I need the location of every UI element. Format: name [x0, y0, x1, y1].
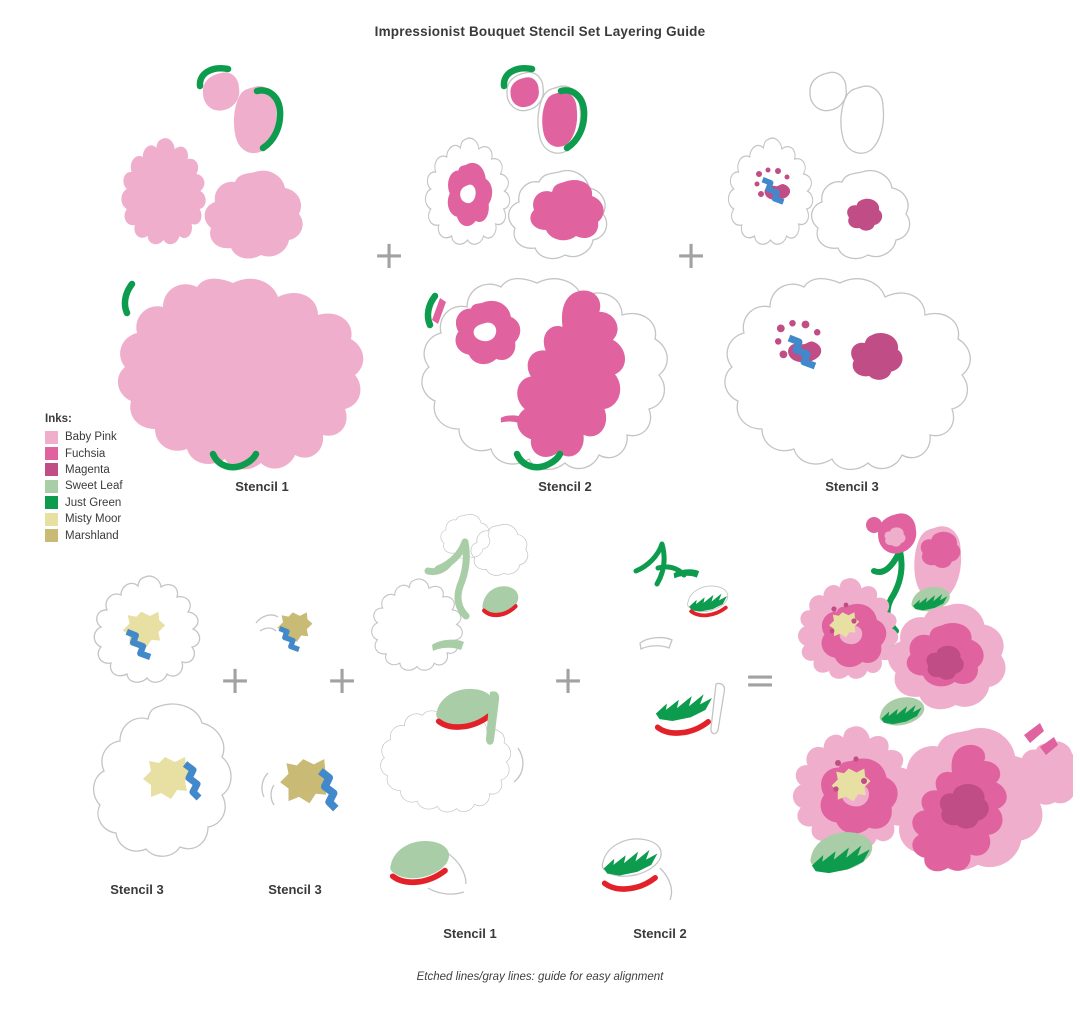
stencil-1-foliage-label: Stencil 1	[443, 926, 497, 941]
ink-name: Misty Moor	[65, 513, 122, 526]
ink-swatch	[45, 430, 58, 444]
leaf-details	[601, 585, 729, 901]
legend-item: Marshland	[45, 527, 123, 543]
legend-item: Baby Pink	[45, 429, 123, 445]
ink-legend: Inks: Baby Pink Fuchsia Magenta Sweet Le…	[45, 413, 123, 544]
etched-outlines	[724, 71, 971, 471]
plus-operator: +	[326, 658, 358, 702]
plus-operator: +	[219, 658, 251, 702]
page-title: Impressionist Bouquet Stencil Set Layeri…	[374, 24, 706, 39]
ink-name: Marshland	[65, 529, 119, 542]
stencil-3-small-detail-artwork	[255, 612, 345, 820]
right-middle-flower	[887, 603, 1006, 710]
stencil-2-top-artwork	[421, 60, 668, 475]
stencil-1-label: Stencil 1	[235, 479, 289, 494]
plus-operator: +	[552, 658, 584, 702]
stencil-3-small-detail-label: Stencil 3	[268, 882, 322, 897]
legend-item: Fuchsia	[45, 445, 123, 461]
ink-swatch	[45, 447, 58, 461]
top-buds	[866, 513, 962, 600]
legend-item: Misty Moor	[45, 511, 123, 527]
just-green-branch	[633, 541, 700, 587]
bottom-left-flower	[792, 726, 915, 849]
equals-operator: =	[744, 658, 776, 702]
stencil-1-foliage-artwork	[371, 513, 529, 895]
left-middle-flower	[798, 578, 899, 679]
ink-swatch	[45, 496, 58, 510]
legend-heading: Inks:	[45, 413, 72, 425]
ink-swatch	[45, 512, 58, 526]
legend-item: Magenta	[45, 462, 123, 478]
bud-cluster	[200, 68, 280, 154]
magenta-centers	[754, 167, 903, 380]
legend-item: Sweet Leaf	[45, 478, 123, 494]
stencil-2-foliage-label: Stencil 2	[633, 926, 687, 941]
stencil-3-detail-artwork	[92, 575, 232, 857]
ink-name: Just Green	[65, 496, 122, 509]
flower-silhouettes	[117, 138, 364, 469]
plus-operator: +	[373, 233, 405, 277]
middle-leaves	[879, 697, 925, 726]
stencil-3-detail-label: Stencil 3	[110, 882, 164, 897]
stencil-3-top-artwork	[724, 71, 971, 471]
stencil-2-label: Stencil 2	[538, 479, 592, 494]
ink-name: Sweet Leaf	[65, 480, 123, 493]
bottom-right-flower	[890, 723, 1073, 872]
final-bouquet-artwork	[792, 513, 1073, 874]
plus-operator: +	[675, 233, 707, 277]
ink-name: Fuchsia	[65, 447, 106, 460]
ink-swatch	[45, 463, 58, 477]
alignment-footnote: Etched lines/gray lines: guide for easy …	[416, 971, 664, 983]
ink-swatch	[45, 479, 58, 493]
ink-name: Baby Pink	[65, 431, 117, 444]
fuchsia-layer	[432, 77, 626, 457]
stencil-2-foliage-artwork	[601, 541, 729, 901]
ink-name: Magenta	[65, 463, 110, 476]
ink-swatch	[45, 529, 58, 543]
stencil-3-label: Stencil 3	[825, 479, 879, 494]
legend-item: Just Green	[45, 495, 123, 511]
stencil-1-top-artwork	[117, 60, 364, 475]
sweet-leaf-branch	[390, 538, 519, 882]
